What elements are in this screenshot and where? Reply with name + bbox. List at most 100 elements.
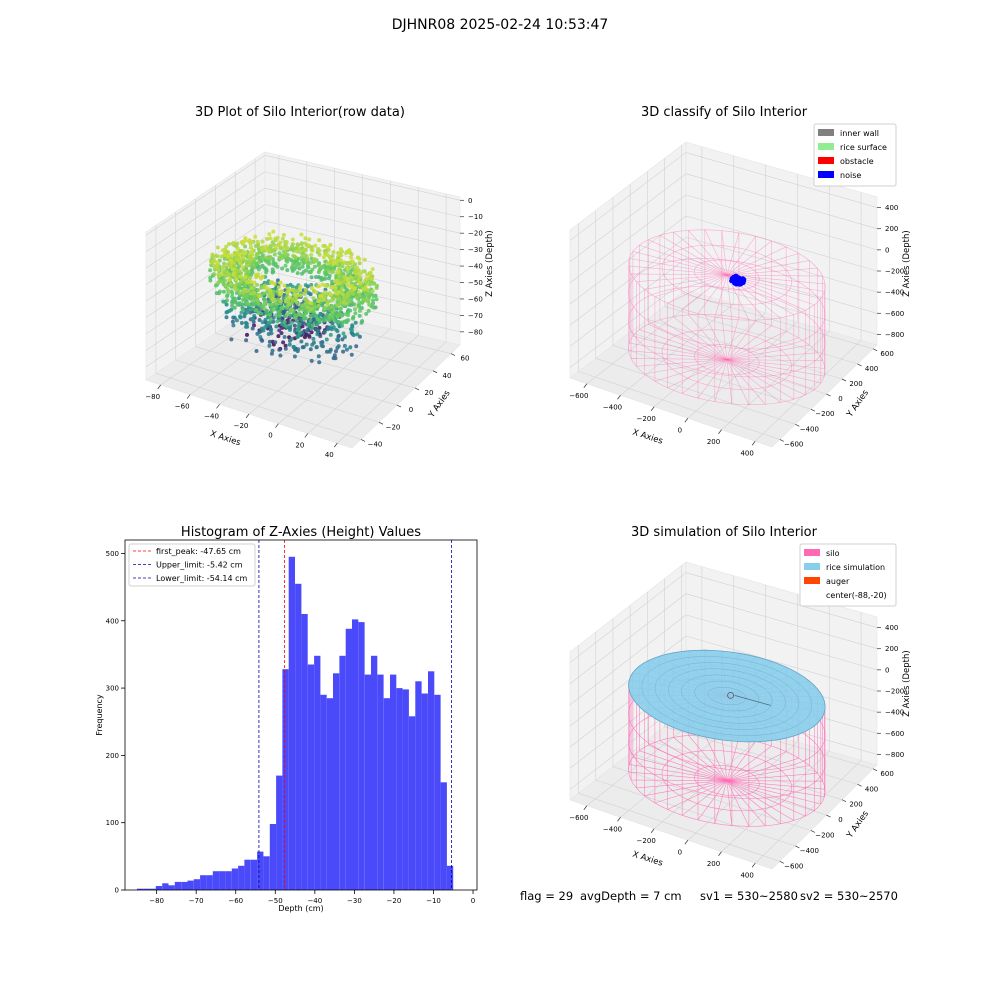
legend-label: rice simulation: [826, 563, 885, 572]
histogram-bar: [434, 694, 441, 890]
silo-spoke: [714, 359, 728, 402]
data-point: [294, 299, 299, 304]
x-gridline: [160, 302, 280, 386]
data-point: [325, 299, 329, 304]
z-gridline: [145, 237, 266, 318]
data-point: [367, 302, 372, 307]
y-tick: [450, 353, 456, 356]
data-point: [215, 267, 220, 272]
rice-mesh-ring: [654, 662, 799, 730]
data-point: [308, 314, 313, 318]
y-tick-label: −40: [368, 440, 383, 448]
z-gridline: [685, 194, 878, 251]
data-point: [317, 238, 322, 243]
noise-point: [736, 278, 741, 284]
data-point: [327, 349, 332, 354]
data-point: [330, 285, 335, 289]
data-point: [312, 264, 317, 269]
data-point: [300, 313, 305, 318]
data-point: [225, 293, 230, 298]
z-tick-label: −800: [885, 331, 904, 339]
data-point: [357, 300, 362, 305]
data-point: [310, 323, 315, 328]
data-point: [348, 284, 352, 289]
y-tick-label: 200: [849, 380, 862, 388]
data-point: [368, 271, 373, 276]
legend-label: Upper_limit: -5.42 cm: [156, 561, 243, 570]
y-tick: [826, 393, 831, 397]
histogram-bar: [396, 688, 403, 890]
x-gridline: [653, 732, 766, 829]
data-point: [323, 248, 328, 253]
data-point: [247, 238, 252, 243]
z-gridline: [264, 171, 461, 218]
data-point: [335, 261, 339, 266]
data-point: [257, 294, 262, 299]
data-point: [306, 265, 311, 270]
data-point: [332, 279, 337, 284]
data-point: [324, 337, 329, 342]
data-point: [309, 358, 314, 363]
data-point: [243, 283, 247, 288]
z-gridline: [685, 593, 878, 650]
y-tick-label: 500: [106, 550, 119, 558]
data-point: [328, 325, 333, 330]
x-gridline: [307, 335, 419, 434]
data-point: [270, 240, 275, 245]
data-point: [304, 257, 309, 262]
silo-spoke: [636, 274, 727, 282]
data-point: [335, 337, 340, 342]
silo-spoke: [726, 780, 825, 798]
data-point: [276, 309, 281, 314]
histogram-bar: [409, 716, 416, 890]
data-point: [291, 344, 296, 349]
data-point: [289, 320, 294, 325]
histogram-bar: [200, 875, 207, 890]
x-tick: [216, 404, 220, 409]
data-point: [260, 248, 264, 253]
data-point: [290, 264, 295, 269]
data-point: [245, 301, 250, 305]
data-point: [335, 291, 340, 296]
histogram-bar: [320, 694, 327, 890]
legend-swatch: [818, 143, 834, 150]
y-tick-label: 0: [409, 406, 413, 414]
histogram-bar: [352, 619, 359, 890]
legend-label: inner wall: [840, 129, 879, 138]
z-gridline: [685, 635, 878, 692]
x-tick-label: −400: [603, 825, 622, 833]
histogram-bar: [244, 859, 251, 890]
data-point: [299, 251, 304, 256]
z-tick-label: −70: [468, 312, 483, 320]
histogram-bar: [282, 669, 289, 890]
data-point: [306, 243, 311, 248]
data-point: [285, 312, 289, 317]
z-tick-label: −400: [885, 289, 904, 297]
data-point: [263, 325, 268, 330]
histogram-bar: [168, 885, 175, 890]
rice-mesh-ring: [641, 656, 813, 736]
data-point: [252, 256, 257, 261]
y-tick: [378, 421, 384, 425]
data-point: [304, 342, 309, 347]
data-point: [262, 265, 267, 270]
data-point: [295, 288, 300, 293]
data-point: [296, 243, 300, 248]
data-point: [309, 275, 314, 280]
data-point: [268, 303, 273, 307]
x-gridline: [721, 331, 830, 430]
data-point: [353, 307, 357, 312]
rice-surface: [628, 649, 826, 743]
data-point: [305, 261, 310, 266]
data-point: [292, 323, 297, 328]
silo-spoke: [726, 745, 772, 781]
histogram-bar: [345, 628, 352, 890]
y-tick-label: 600: [880, 770, 893, 778]
x-tick-label: 400: [740, 449, 753, 457]
histogram-bar: [187, 880, 194, 890]
data-point: [271, 260, 276, 265]
data-point: [299, 242, 304, 247]
x-axis-label: X Axies: [209, 429, 242, 448]
data-point: [264, 244, 269, 249]
rice-simulation: [628, 649, 826, 743]
